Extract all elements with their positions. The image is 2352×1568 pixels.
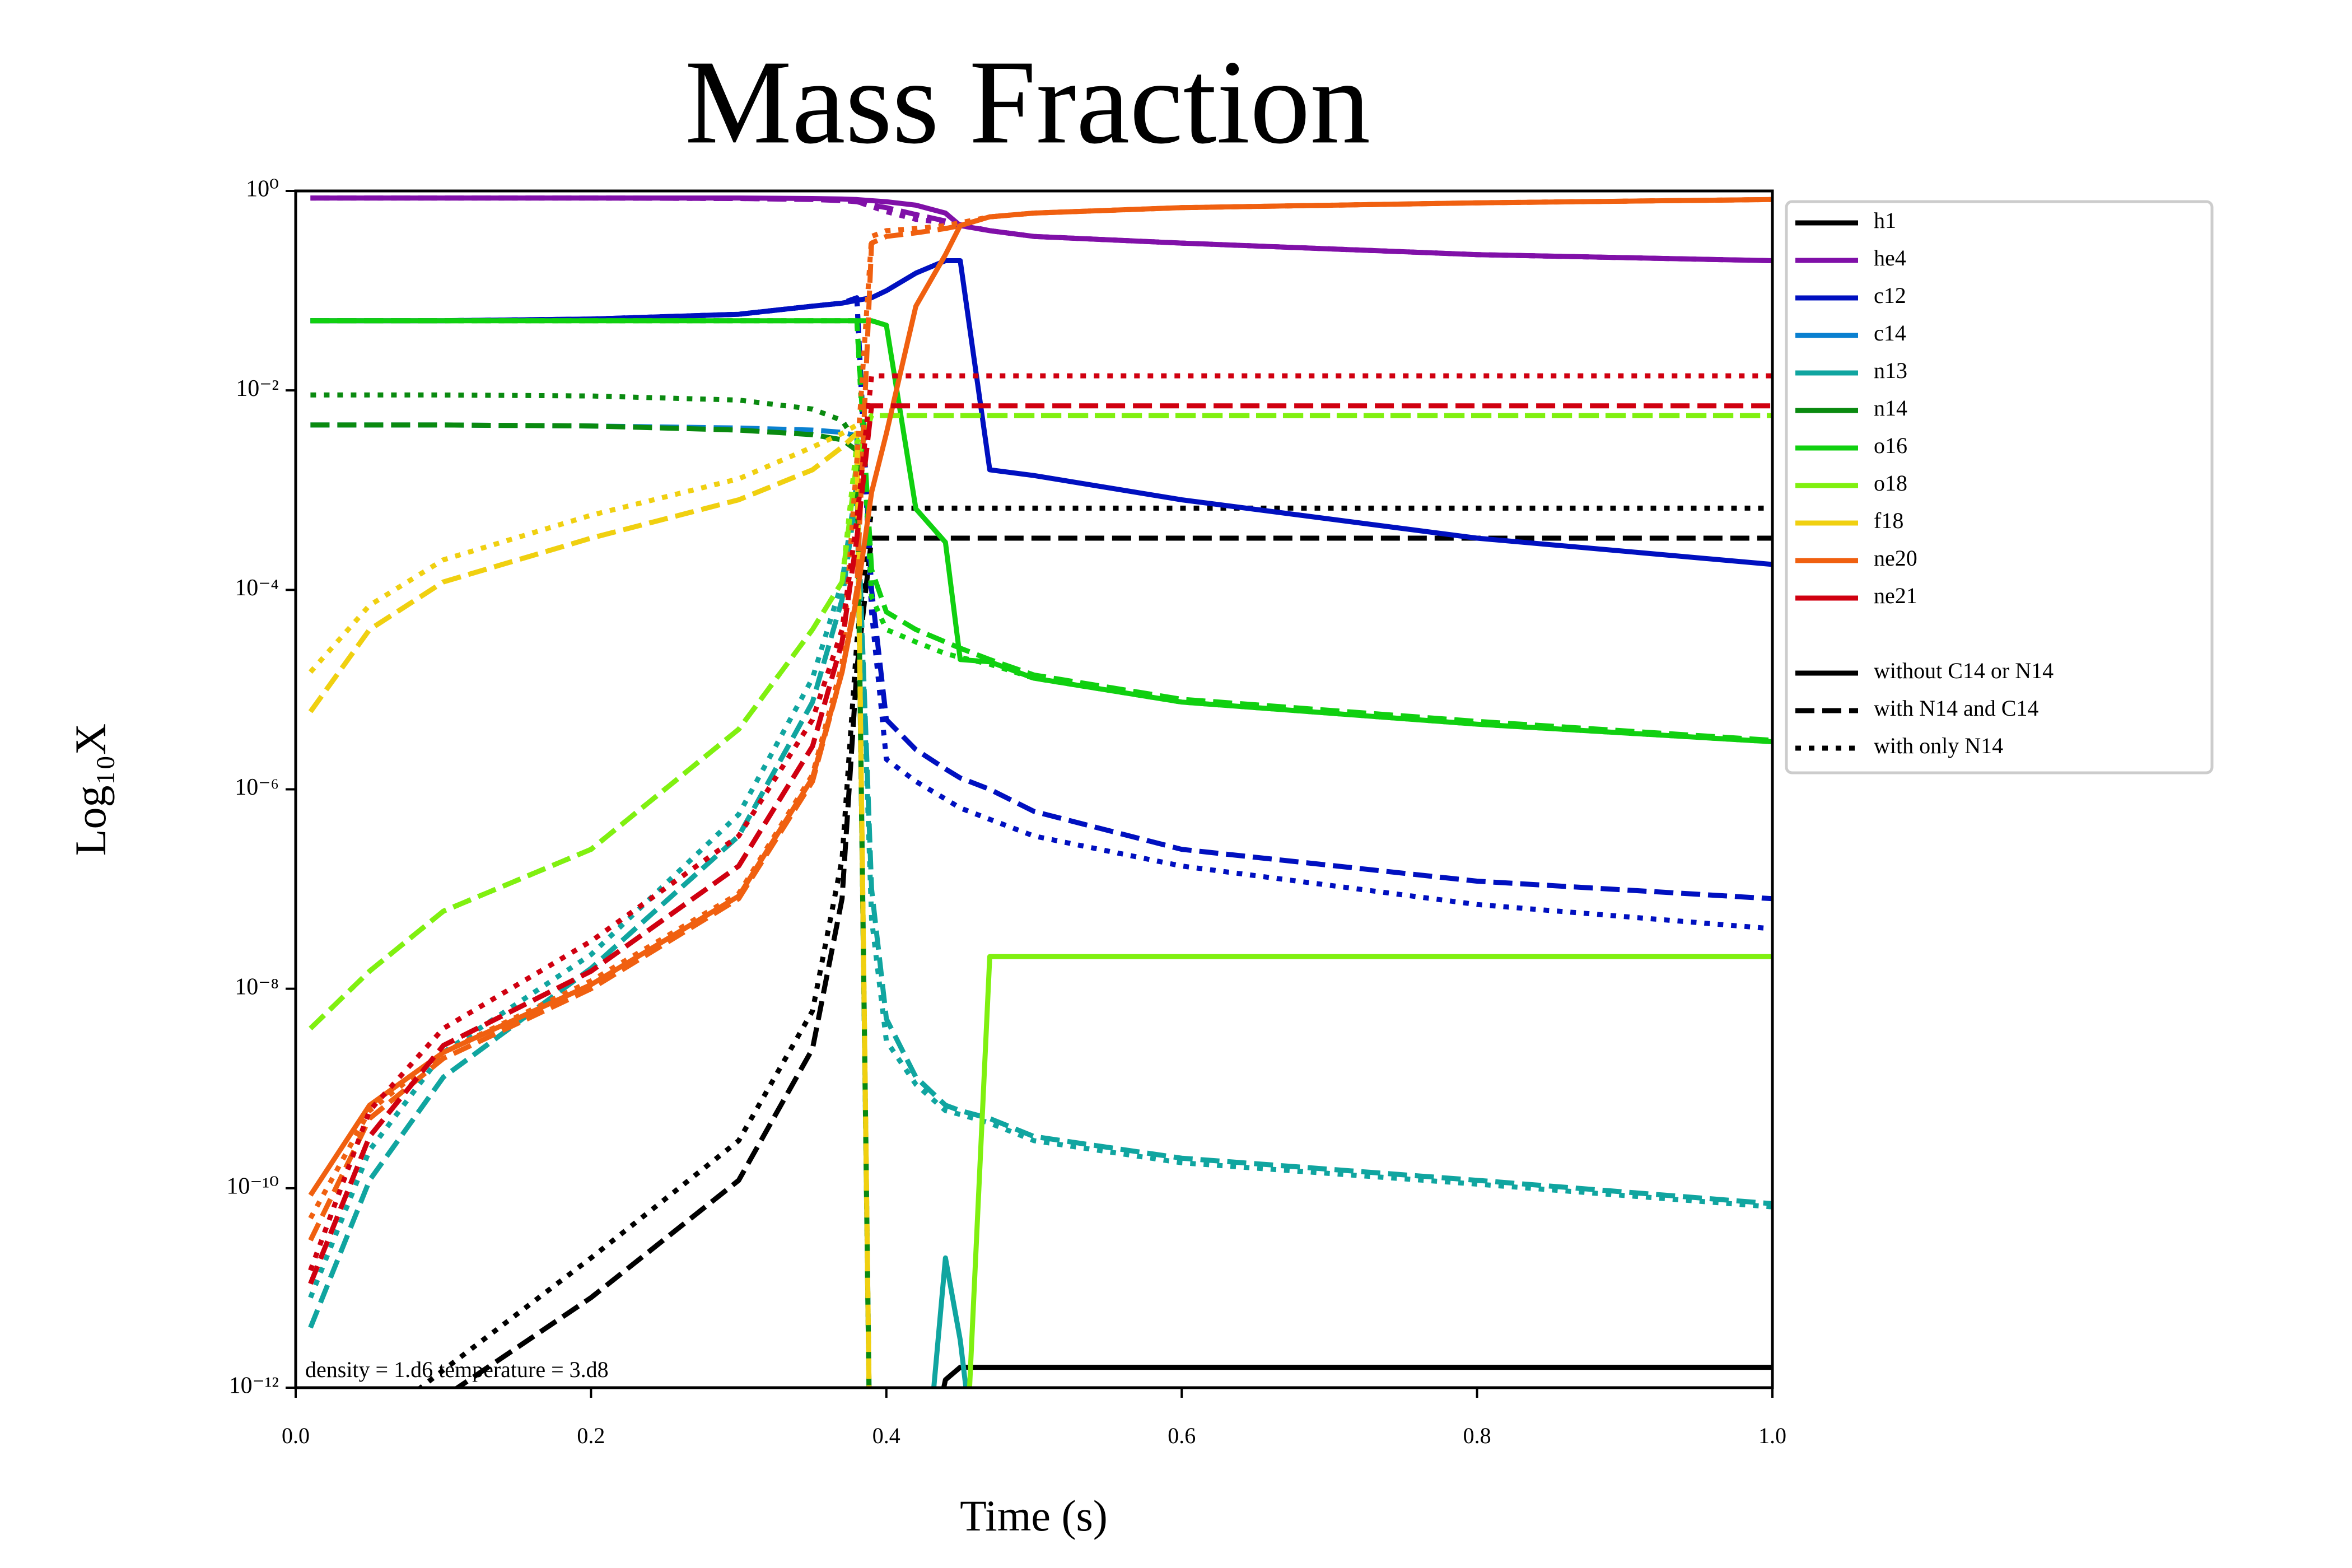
legend-label: c14 xyxy=(1874,320,1906,346)
y-tick-label: 10⁰ xyxy=(246,176,279,202)
x-tick-label: 0.2 xyxy=(577,1423,605,1448)
legend-label: n14 xyxy=(1874,395,1907,421)
series-line xyxy=(309,413,1772,1030)
series-line xyxy=(941,1365,1772,1388)
series-line xyxy=(308,479,1772,1299)
series-line xyxy=(309,422,872,1388)
legend-label: n13 xyxy=(1874,358,1907,383)
series-line xyxy=(308,431,872,1388)
series-line xyxy=(308,197,1772,1220)
x-tick-label: 1.0 xyxy=(1758,1423,1786,1448)
series-line xyxy=(310,195,1772,263)
series-line xyxy=(310,422,872,1388)
series-line xyxy=(931,1255,969,1388)
y-tick-label: 10⁻¹⁰ xyxy=(226,1173,279,1199)
chart-title: Mass Fraction xyxy=(685,35,1370,169)
series-line xyxy=(967,954,1772,1388)
series-line xyxy=(308,373,1772,1272)
series-line xyxy=(308,487,1772,1329)
series-line xyxy=(310,318,1772,744)
y-tick-label: 10⁻⁸ xyxy=(235,974,279,1000)
legend-label: o16 xyxy=(1874,433,1907,458)
legend-box xyxy=(1785,200,2214,774)
y-tick-label: 10⁻⁶ xyxy=(235,774,279,800)
legend-label: f18 xyxy=(1874,508,1903,533)
legend-label: h1 xyxy=(1874,208,1896,233)
legend-label: c12 xyxy=(1874,283,1906,308)
annotation: density = 1.d6 temperature = 3.d8 xyxy=(305,1357,609,1382)
legend-label: with only N14 xyxy=(1874,733,2003,758)
legend-label: without C14 or N14 xyxy=(1874,658,2054,683)
x-axis-label: Time (s) xyxy=(960,1491,1108,1540)
series-line xyxy=(453,535,1772,1388)
x-tick-label: 0.0 xyxy=(282,1423,310,1448)
x-tick-label: 0.6 xyxy=(1168,1423,1196,1448)
legend-label: he4 xyxy=(1874,245,1906,270)
legend-label: o18 xyxy=(1874,470,1907,496)
y-tick-label: 10⁻⁴ xyxy=(235,575,279,601)
y-tick-label: 10⁻² xyxy=(236,376,279,402)
series-line xyxy=(308,403,1772,1285)
plot-lines xyxy=(308,195,1772,1388)
x-tick-label: 0.8 xyxy=(1463,1423,1491,1448)
legend-label: ne20 xyxy=(1874,545,1917,571)
legend-label: ne21 xyxy=(1874,583,1917,608)
x-tick-label: 0.4 xyxy=(872,1423,900,1448)
y-tick-label: 10⁻¹² xyxy=(229,1373,279,1399)
y-axis-label: Log₁₀X xyxy=(66,724,115,856)
legend-label: with N14 and C14 xyxy=(1874,696,2038,721)
